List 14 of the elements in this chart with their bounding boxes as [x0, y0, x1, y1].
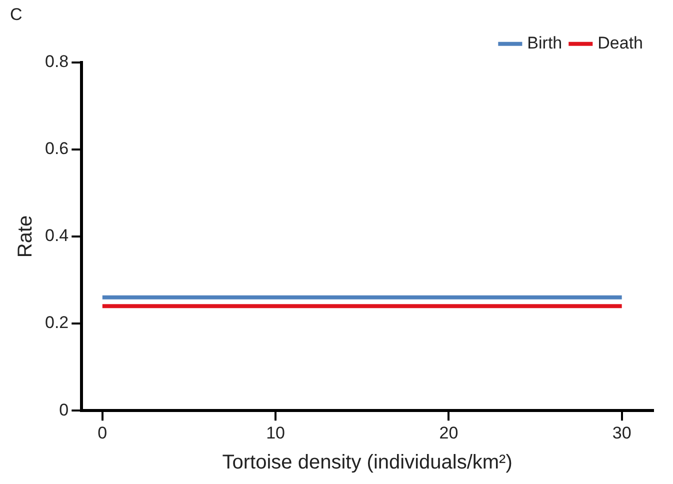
y-tick-label: 0.4	[44, 226, 69, 246]
y-tick-label: 0.6	[44, 139, 69, 158]
x-tick-label: 20	[439, 423, 458, 442]
x-axis-title: Tortoise density (individuals/km²)	[222, 452, 512, 474]
legend-label: Birth	[527, 34, 562, 53]
x-tick-label: 0	[98, 423, 108, 442]
x-tick-label: 10	[266, 423, 286, 442]
y-tick-label: 0.2	[44, 313, 69, 332]
y-axis-title: Rate	[14, 215, 37, 258]
legend-label: Death	[598, 34, 644, 53]
y-tick-label: 0	[59, 400, 69, 420]
y-tick-label: 0.8	[44, 52, 69, 72]
x-tick-label: 30	[612, 423, 632, 442]
chart-title: C	[10, 4, 22, 24]
